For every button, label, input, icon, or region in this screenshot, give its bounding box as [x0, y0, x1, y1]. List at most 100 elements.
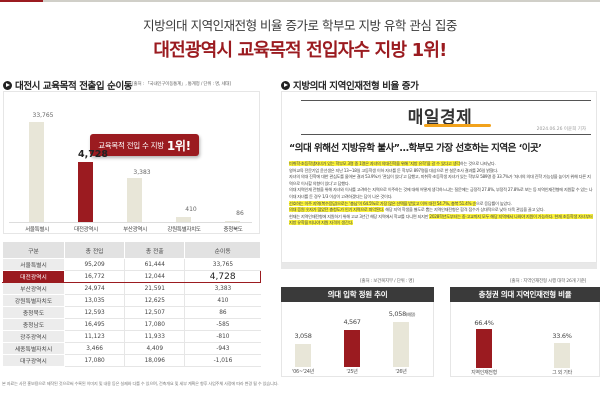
ratio-label-0: 지역인재전형: [471, 370, 497, 376]
article-top-rule: [301, 100, 591, 101]
bar-label-chungbuk: 충청북도: [223, 227, 243, 233]
cell-net: 410: [184, 294, 261, 307]
paragraph-text: 의대 지역인재 전형을 위해 자녀와 이사를 고려하는 지역으로 이주하는 것에…: [289, 187, 593, 199]
row-label: 충청북도: [2, 306, 65, 319]
paragraph-text: 으로 응답률이 높았다.: [476, 200, 512, 206]
cell-inflow: 16,495: [63, 318, 125, 331]
article-headline: “의대 위해선 지방유학 불사”…학부모 가장 선호하는 지역은 ‘이곳’: [289, 143, 542, 154]
bar-label-seoul: 서울특별시: [25, 227, 49, 233]
bar-busan: [127, 178, 142, 222]
article-paragraph: 의대 지역인재 전형을 위해 자녀와 이사를 고려하는 지역으로 이주하는 것에…: [289, 187, 594, 200]
cell-net: 33,765: [184, 258, 261, 271]
admission-value-2: 5,058(예정): [377, 310, 427, 318]
admission-bar-0: [295, 344, 311, 367]
cell-outflow: 21,591: [124, 282, 185, 295]
cell-outflow: 12,625: [124, 294, 185, 307]
cell-net: -585: [184, 318, 261, 331]
table-row: 충청북도 12,593 12,507 86: [2, 306, 261, 319]
ratio-value-1: 33.6%: [552, 332, 572, 340]
article-mid-rule: [301, 134, 591, 135]
bar-value-seoul: 33,765: [32, 112, 54, 119]
article-paragraph: 영어교육 전문기업 윤선생은 지난 13~18일 고등학생 이하 자녀를 둔 학…: [289, 168, 594, 175]
paragraph-text: 해당 지역 학생을 별도로 뽑는 지역인재전형은 합격 점수가 상대적으로 낮아…: [384, 207, 545, 213]
admission-bar-2: [393, 322, 409, 367]
bar-label-busan: 부산광역시: [123, 227, 147, 233]
play-bullet-icon: [3, 80, 12, 90]
admission-value-0: 3,058: [294, 332, 312, 340]
row-label: 서울특별시: [2, 258, 65, 271]
page-title: 대전광역시 교육목적 전입자수 지방 1위!: [153, 40, 447, 61]
admission-label-0: '06~'24년: [292, 369, 314, 375]
left-section-heading: 대전시 교육목적 전출입 순이동: [3, 78, 133, 92]
table-row: 강원특별자치도 13,035 12,625 410: [2, 294, 261, 307]
highlighted-text: 선호하는 이주 지역(복수응답)으로는 ‘충남’이 64.5%로 가장 많은 선…: [289, 200, 476, 206]
cell-inflow: 16,772: [63, 270, 125, 283]
migration-table: 구분 총 전입 총 전출 순이동 서울특별시 95,209 61,444 33,…: [2, 241, 261, 367]
table-row: 세종특별자치시 3,466 4,409 -943: [2, 342, 261, 355]
table-row: 서울특별시 95,209 61,444 33,765: [2, 258, 261, 271]
cell-inflow: 11,123: [63, 330, 125, 343]
left-section-source: [출처 : 「국내인구이동통계」, 통계청 / 단위 : 명, 세대]: [132, 82, 231, 87]
ratio-chart-title: 충청권 의대 지역인재전형 비율: [450, 287, 600, 302]
cell-net: -1,016: [184, 354, 261, 367]
cell-net: -810: [184, 330, 261, 343]
cell-outflow: 61,444: [124, 258, 185, 271]
row-label: 부산광역시: [2, 282, 65, 295]
paragraph-text: 하는 것으로 나타났다.: [459, 161, 496, 166]
cell-inflow: 24,974: [63, 282, 125, 295]
col-header-region: 구분: [2, 241, 65, 259]
cell-inflow: 3,466: [63, 342, 125, 355]
row-label: 대전광역시: [2, 270, 65, 283]
cell-inflow: 17,080: [63, 354, 125, 367]
highlighted-text: 의대 증원 숫자가 많았던 충청도가 인기 지역으로 파악된다.: [289, 207, 385, 213]
bar-value-daejeon: 4,728: [77, 149, 109, 160]
page-subtitle: 지방의대 지역인재전형 비율 증가로 학부모 지방 유학 관심 집중: [143, 18, 457, 33]
row-label: 충청남도: [2, 318, 65, 331]
table-row-highlighted: 대전광역시 16,772 12,044 4,728: [2, 270, 261, 283]
left-section-heading-text: 대전시 교육목적 전출입 순이동: [15, 81, 133, 92]
rank-badge-text: 교육목적 전입 수 지방: [98, 140, 164, 150]
cell-net: 3,383: [184, 282, 261, 295]
play-bullet-icon: [281, 80, 290, 90]
ratio-bar-chart: 66.4% 33.6% 지역인재전형 그 외 기타: [450, 302, 600, 377]
article-body: 미취학·초등학생자녀가 있는 학부모 3명 중 1명은 자녀의 의대진학을 위해…: [289, 161, 594, 227]
table-row: 대구광역시 17,080 18,096 -1,016: [2, 354, 261, 367]
bar-daejeon: [78, 162, 93, 222]
news-article-clipping: 매일경제 2024.06.26 이윤희 기자 “의대 위해선 지방유학 불사”……: [281, 91, 597, 263]
article-paragraph: 미취학·초등학생자녀가 있는 학부모 3명 중 1명은 자녀의 의대진학을 위해…: [289, 161, 594, 168]
col-header-outflow: 총 전출: [124, 241, 186, 259]
cell-outflow: 18,096: [124, 354, 185, 367]
bar-seoul: [29, 122, 44, 222]
cell-inflow: 13,035: [63, 294, 125, 307]
admission-value-2-note: (예정): [405, 312, 416, 317]
table-row: 충청남도 16,495 17,080 -585: [2, 318, 261, 331]
article-paragraph: 자녀의 의대 진학에 대한 관심도를 물어본 결과 53.9%가 ‘관심이 있다…: [289, 174, 594, 187]
paragraph-text: 자녀의 의대 진학에 대한 관심도를 물어본 결과 53.9%가 ‘관심이 있다…: [289, 174, 591, 186]
cell-inflow: 12,593: [63, 306, 125, 319]
admission-chart-source: [출처 : 보건복지부 / 단위 : 명]: [360, 279, 414, 284]
table-header-row: 구분 총 전입 총 전출 순이동: [2, 241, 261, 259]
col-header-inflow: 총 전입: [63, 241, 126, 259]
article-date: 2024.06.26 이윤희 기자: [536, 127, 586, 132]
right-section-heading-text: 지방의대 지역인재전형 비율 증가: [293, 81, 419, 92]
admission-value-2-number: 5,058: [388, 310, 406, 318]
col-header-net: 순이동: [184, 241, 261, 259]
paragraph-text: 영어교육 전문기업 윤선생은 지난 13~18일 고등학생 이하 자녀를 둔 학…: [289, 167, 499, 173]
logo-underline: [424, 124, 491, 127]
row-label: 강원특별자치도: [2, 294, 65, 307]
ratio-label-1: 그 외 기타: [552, 370, 572, 376]
admission-label-2: '26년: [395, 369, 407, 375]
paragraph-text: 현재는 지역인재전형에 지원하기 위해 고교 3년간 해당 지역에서 학교를 다…: [289, 213, 430, 219]
ratio-bar-1: [554, 343, 570, 368]
bar-label-gangwon: 강원특별자치도: [167, 227, 201, 233]
admission-bar-1: [344, 330, 360, 367]
admission-bar-chart: 3,058 4,567 5,058(예정) '06~'24년 '25년 '26년: [281, 302, 434, 377]
cell-outflow: 12,507: [124, 306, 185, 319]
cell-net: 86: [184, 306, 261, 319]
table-row: 광주광역시 11,123 11,933 -810: [2, 330, 261, 343]
article-paragraph: 현재는 지역인재전형에 지원하기 위해 고교 3년간 해당 지역에서 학교를 다…: [289, 213, 594, 227]
bar-label-daejeon: 대전광역시: [74, 227, 98, 233]
bar-gangwon: [176, 217, 191, 222]
top-accent-bar: [0, 0, 600, 2]
article-paragraph: 선호하는 이주 지역(복수응답)으로는 ‘충남’이 64.5%로 가장 많은 선…: [289, 200, 594, 208]
